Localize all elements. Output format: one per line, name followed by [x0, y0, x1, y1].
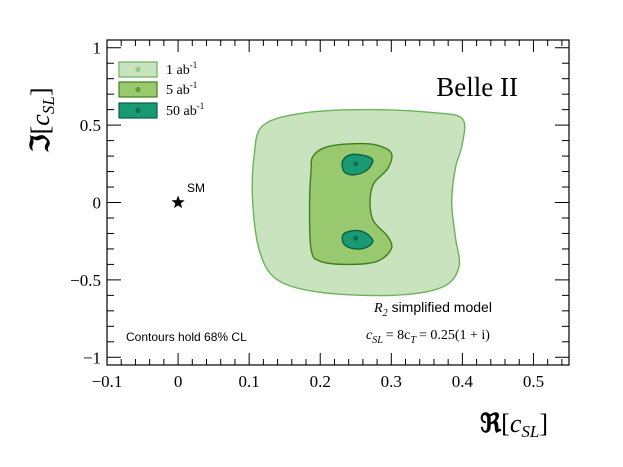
best-fit-point-0	[353, 161, 359, 167]
y-tick-label: −1	[83, 348, 101, 367]
x-tick-label: 0.4	[452, 372, 474, 391]
relation-annotation-sub-t: T	[410, 335, 417, 346]
x-axis-label-sub: SL	[521, 422, 539, 441]
x-axis-label: ℜ[cSL]	[480, 409, 548, 441]
model-annotation-sub: 2	[383, 308, 388, 319]
legend-dot-1ab	[135, 66, 141, 73]
x-tick-label: 0.3	[381, 372, 402, 391]
legend-label-50ab: 50 ab-1	[166, 101, 204, 119]
contour-5ab	[308, 142, 393, 266]
best-fit-point-1	[353, 235, 359, 241]
sm-label: SM	[187, 181, 205, 195]
legend-sup-50ab: -1	[197, 101, 205, 111]
experiment-label: Belle II	[436, 72, 518, 102]
legend: 1 ab-1 5 ab-1 50 ab-1	[118, 60, 204, 119]
axes-layer: −0.1 0 0.1 0.2 0.3 0.4 0.5 −1 −0.5 0 0.5 1	[70, 39, 570, 391]
x-tick-label: 0	[174, 372, 183, 391]
y-tick-label: 0	[93, 194, 102, 213]
relation-annotation: cSL = 8cT = 0.25(1 + i)	[366, 328, 490, 346]
y-axis-label-sub: SL	[39, 96, 58, 114]
x-tick-label: 0.2	[310, 372, 331, 391]
cl-annotation: Contours hold 68% CL	[126, 330, 247, 344]
y-axis-label: ℑ[cSL]	[26, 88, 58, 154]
legend-label-5ab: 5 ab-1	[166, 80, 197, 98]
x-tick-label: −0.1	[92, 372, 123, 391]
y-tick-label: 0.5	[80, 116, 101, 135]
legend-dot-50ab	[135, 107, 141, 114]
model-annotation: R2 simplified model	[373, 299, 492, 319]
plot-layer	[171, 108, 466, 297]
legend-dot-5ab	[135, 86, 141, 93]
x-tick-label: 0.5	[523, 372, 544, 391]
x-tick-label: 0.1	[239, 372, 260, 391]
legend-sup-1ab: -1	[190, 60, 198, 70]
legend-sup-5ab: -1	[190, 80, 198, 90]
sm-star-marker	[171, 195, 185, 209]
relation-annotation-sub-sl: SL	[372, 335, 383, 346]
legend-label-1ab: 1 ab-1	[166, 60, 197, 78]
y-tick-label: 1	[93, 39, 102, 58]
y-tick-label: −0.5	[70, 271, 101, 290]
